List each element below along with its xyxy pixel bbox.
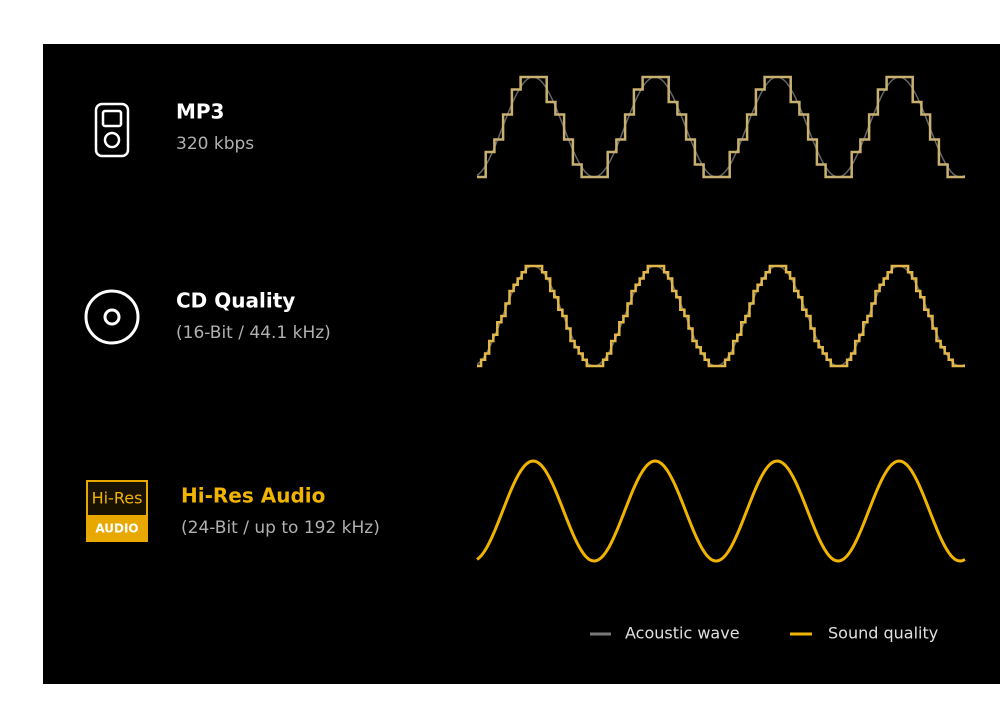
row-title: MP3	[176, 100, 224, 124]
badge-top: Hi-Res	[92, 489, 143, 508]
row-title: CD Quality	[176, 289, 295, 313]
badge-bottom: AUDIO	[95, 522, 138, 536]
row-subtitle: (16-Bit / 44.1 kHz)	[176, 323, 331, 343]
panel	[43, 44, 1000, 684]
legend-label: Sound quality	[828, 624, 938, 643]
hires-badge: Hi-Res AUDIO	[86, 480, 148, 542]
legend-label: Acoustic wave	[625, 624, 740, 643]
stepped-wave	[477, 75, 965, 179]
row-title: Hi-Res Audio	[181, 484, 325, 508]
smooth-wave	[476, 459, 966, 563]
mp3-icon	[94, 102, 130, 158]
row-subtitle: (24-Bit / up to 192 kHz)	[181, 518, 380, 538]
stepped-wave	[477, 264, 965, 368]
row-subtitle: 320 kbps	[176, 134, 254, 154]
cd-icon	[84, 289, 140, 345]
